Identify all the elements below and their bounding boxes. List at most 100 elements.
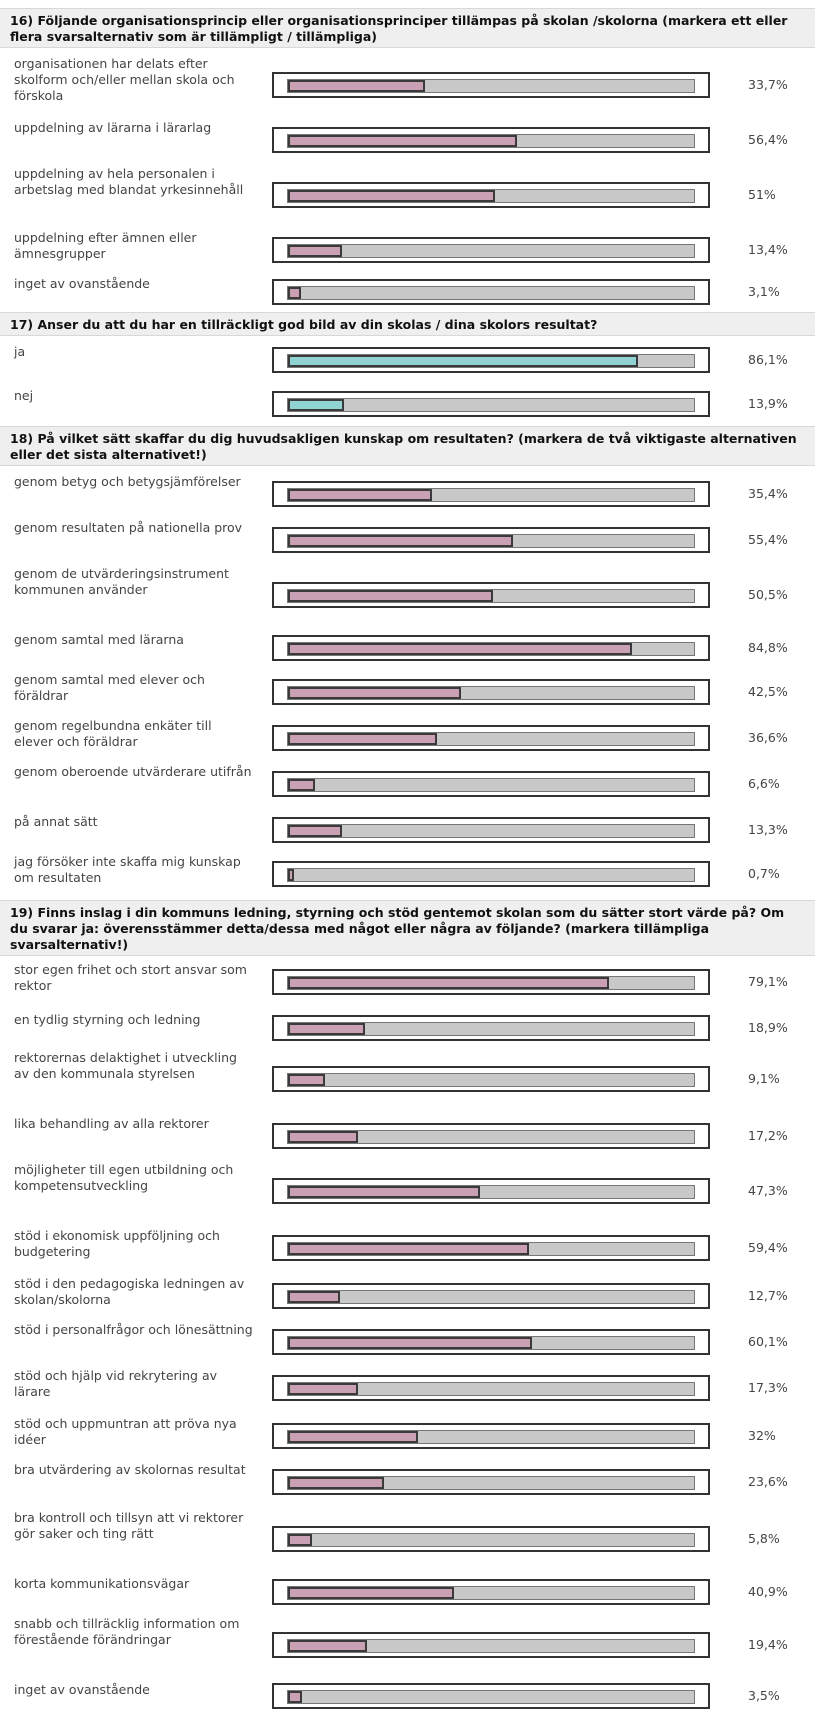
answer-row: korta kommunikationsvägar 40,9% (0, 1576, 815, 1608)
answer-row: uppdelning av hela personalen i arbetsla… (0, 166, 815, 224)
answer-row: stöd och hjälp vid rekrytering av lärare… (0, 1368, 815, 1408)
bar-track (272, 679, 710, 705)
bar-background (287, 1336, 695, 1350)
answer-label: på annat sätt (14, 814, 98, 829)
answer-label: stöd i den pedagogiska ledningen av skol… (14, 1276, 245, 1307)
answer-label: ja (14, 344, 26, 359)
answer-row: bra kontroll och tillsyn att vi rektorer… (0, 1510, 815, 1568)
bar (288, 733, 437, 745)
bar-background (287, 534, 695, 548)
answer-row: snabb och tillräcklig information om för… (0, 1616, 815, 1674)
bar-background (287, 1290, 695, 1304)
bar-track (272, 1015, 710, 1041)
bar (288, 1691, 302, 1703)
answer-label: genom betyg och betygsjämförelser (14, 474, 241, 489)
answer-label: uppdelning efter ämnen eller ämnesgruppe… (14, 230, 197, 261)
bar-track (272, 771, 710, 797)
bar (288, 489, 432, 501)
percent-label: 19,4% (748, 1637, 788, 1652)
answer-label: snabb och tillräcklig information om för… (14, 1616, 240, 1647)
bar-track (272, 279, 710, 305)
question-title-16: 16) Följande organisationsprincip eller … (0, 8, 815, 48)
answer-label: rektorernas delaktighet i utveckling av … (14, 1050, 237, 1081)
answer-row: genom de utvärderingsinstrument kommunen… (0, 566, 815, 624)
bar (288, 1640, 367, 1652)
answer-label: genom oberoende utvärderare utifrån (14, 764, 252, 779)
percent-label: 35,4% (748, 486, 788, 501)
bar-background (287, 976, 695, 990)
bar (288, 535, 513, 547)
bar-background (287, 1430, 695, 1444)
percent-label: 51% (748, 187, 776, 202)
percent-label: 13,3% (748, 822, 788, 837)
answer-row: bra utvärdering av skolornas resultat 23,… (0, 1462, 815, 1502)
bar-background (287, 79, 695, 93)
bar-background (287, 1073, 695, 1087)
answer-row: genom oberoende utvärderare utifrån 6,6% (0, 764, 815, 804)
percent-label: 55,4% (748, 532, 788, 547)
percent-label: 17,3% (748, 1380, 788, 1395)
percent-label: 33,7% (748, 77, 788, 92)
bar (288, 1186, 480, 1198)
bar-track (272, 1579, 710, 1605)
bar (288, 1131, 358, 1143)
percent-label: 6,6% (748, 776, 780, 791)
answer-label: bra kontroll och tillsyn att vi rektorer… (14, 1510, 244, 1541)
bar-background (287, 868, 695, 882)
percent-label: 60,1% (748, 1334, 788, 1349)
bar-track (272, 391, 710, 417)
bar (288, 1534, 312, 1546)
bar-track (272, 1178, 710, 1204)
answer-row: genom samtal med lärarna 84,8% (0, 632, 815, 664)
bar-track (272, 182, 710, 208)
percent-label: 84,8% (748, 640, 788, 655)
bar-background (287, 244, 695, 258)
answer-label: inget av ovanstående (14, 1682, 150, 1697)
answer-label: uppdelning av hela personalen i arbetsla… (14, 166, 244, 197)
bar-track (272, 527, 710, 553)
answer-row: uppdelning efter ämnen eller ämnesgruppe… (0, 230, 815, 270)
bar (288, 977, 609, 989)
answer-label: lika behandling av alla rektorer (14, 1116, 209, 1131)
percent-label: 40,9% (748, 1584, 788, 1599)
answer-row: en tydlig styrning och ledning 18,9% (0, 1012, 815, 1044)
answer-row: rektorernas delaktighet i utveckling av … (0, 1050, 815, 1108)
percent-label: 36,6% (748, 730, 788, 745)
answer-label: organisationen har delats efter skolform… (14, 56, 235, 103)
answer-row: uppdelning av lärarna i lärarlag 56,4% (0, 120, 815, 160)
answer-label: stöd och uppmuntran att pröva nya idéer (14, 1416, 237, 1447)
answer-label: uppdelning av lärarna i lärarlag (14, 120, 212, 135)
bar (288, 1431, 418, 1443)
bar-background (287, 1185, 695, 1199)
bar-background (287, 1639, 695, 1653)
percent-label: 3,1% (748, 284, 780, 299)
bar-track (272, 481, 710, 507)
percent-label: 17,2% (748, 1128, 788, 1143)
answer-label: jag försöker inte skaffa mig kunskap om … (14, 854, 241, 885)
answer-label: genom samtal med lärarna (14, 632, 184, 647)
bar-background (287, 398, 695, 412)
answer-row: ja 86,1% (0, 344, 815, 376)
bar (288, 779, 315, 791)
bar (288, 687, 461, 699)
answer-label: stöd i ekonomisk uppföljning och budgete… (14, 1228, 220, 1259)
bar-track (272, 1375, 710, 1401)
percent-label: 50,5% (748, 587, 788, 602)
bar-track (272, 237, 710, 263)
bar-background (287, 1382, 695, 1396)
answer-row: jag försöker inte skaffa mig kunskap om … (0, 854, 815, 894)
answer-row: möjligheter till egen utbildning och kom… (0, 1162, 815, 1220)
bar-background (287, 1130, 695, 1144)
bar-background (287, 354, 695, 368)
bar (288, 1291, 340, 1303)
bar-background (287, 1022, 695, 1036)
bar (288, 355, 638, 367)
bar-background (287, 686, 695, 700)
percent-label: 13,9% (748, 396, 788, 411)
bar-background (287, 732, 695, 746)
answer-row: genom resultaten på nationella prov 55,4% (0, 520, 815, 560)
answer-label: korta kommunikationsvägar (14, 1576, 190, 1591)
percent-label: 18,9% (748, 1020, 788, 1035)
bar-track (272, 725, 710, 751)
question-title-19: 19) Finns inslag i din kommuns ledning, … (0, 900, 815, 956)
